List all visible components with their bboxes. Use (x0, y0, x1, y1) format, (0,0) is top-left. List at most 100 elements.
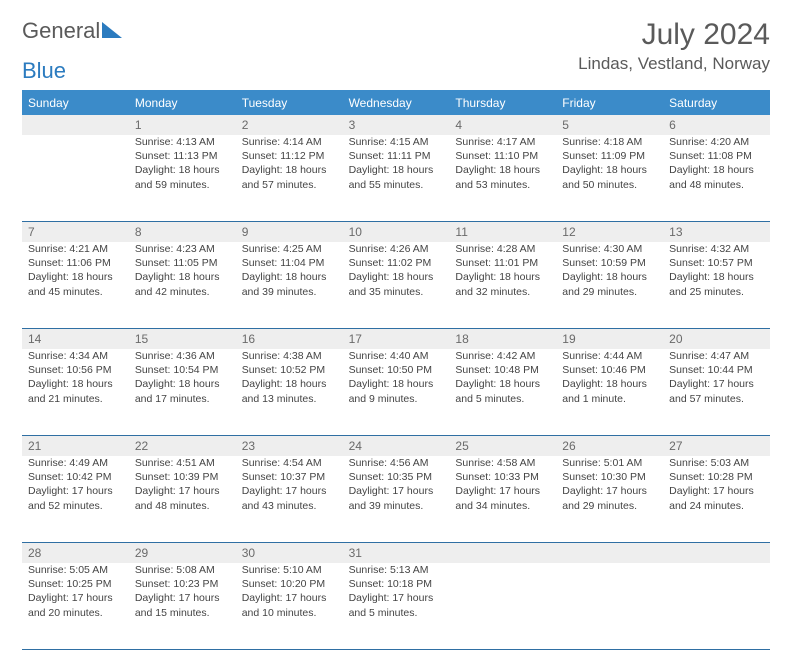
daylight-line: Daylight: 17 hours and 43 minutes. (242, 484, 337, 512)
sunset-line: Sunset: 11:13 PM (135, 149, 230, 163)
daylight-line: Daylight: 18 hours and 1 minute. (562, 377, 657, 405)
sunrise-line: Sunrise: 4:42 AM (455, 349, 550, 363)
sunrise-line: Sunrise: 4:13 AM (135, 135, 230, 149)
daylight-line: Daylight: 17 hours and 57 minutes. (669, 377, 764, 405)
sunset-line: Sunset: 10:52 PM (242, 363, 337, 377)
empty-cell (556, 563, 663, 649)
week-row: Sunrise: 4:49 AMSunset: 10:42 PMDaylight… (22, 456, 770, 543)
day-number: 29 (129, 543, 236, 563)
day-cell: Sunrise: 5:13 AMSunset: 10:18 PMDaylight… (343, 563, 450, 649)
daynum-row: 123456 (22, 115, 770, 135)
sunrise-line: Sunrise: 4:23 AM (135, 242, 230, 256)
daynum-row: 14151617181920 (22, 329, 770, 349)
dow-row: SundayMondayTuesdayWednesdayThursdayFrid… (22, 92, 770, 115)
day-number: 23 (236, 436, 343, 456)
day-number: 6 (663, 115, 770, 135)
daylight-line: Daylight: 18 hours and 9 minutes. (349, 377, 444, 405)
sunset-line: Sunset: 10:50 PM (349, 363, 444, 377)
sunrise-line: Sunrise: 4:18 AM (562, 135, 657, 149)
day-number: 8 (129, 222, 236, 242)
daynum-row: 21222324252627 (22, 436, 770, 456)
empty-cell (22, 135, 129, 221)
day-number: 14 (22, 329, 129, 349)
daylight-line: Daylight: 17 hours and 5 minutes. (349, 591, 444, 619)
empty-cell (663, 563, 770, 649)
day-number: 3 (343, 115, 450, 135)
day-number: 4 (449, 115, 556, 135)
day-number: 16 (236, 329, 343, 349)
dow-label: Wednesday (343, 92, 450, 115)
logo-triangle-icon (102, 18, 122, 44)
sunset-line: Sunset: 10:30 PM (562, 470, 657, 484)
day-cell: Sunrise: 5:05 AMSunset: 10:25 PMDaylight… (22, 563, 129, 649)
day-cell: Sunrise: 4:40 AMSunset: 10:50 PMDaylight… (343, 349, 450, 435)
sunrise-line: Sunrise: 4:21 AM (28, 242, 123, 256)
sunset-line: Sunset: 11:08 PM (669, 149, 764, 163)
dow-label: Sunday (22, 92, 129, 115)
sunrise-line: Sunrise: 4:17 AM (455, 135, 550, 149)
day-number: 26 (556, 436, 663, 456)
sunrise-line: Sunrise: 4:30 AM (562, 242, 657, 256)
day-number: 9 (236, 222, 343, 242)
daylight-line: Daylight: 18 hours and 59 minutes. (135, 163, 230, 191)
dow-label: Saturday (663, 92, 770, 115)
daylight-line: Daylight: 18 hours and 17 minutes. (135, 377, 230, 405)
day-cell: Sunrise: 4:49 AMSunset: 10:42 PMDaylight… (22, 456, 129, 542)
sunset-line: Sunset: 10:42 PM (28, 470, 123, 484)
daylight-line: Daylight: 18 hours and 25 minutes. (669, 270, 764, 298)
daynum-row: 78910111213 (22, 222, 770, 242)
day-cell: Sunrise: 4:17 AMSunset: 11:10 PMDaylight… (449, 135, 556, 221)
day-cell: Sunrise: 4:26 AMSunset: 11:02 PMDaylight… (343, 242, 450, 328)
day-cell: Sunrise: 4:15 AMSunset: 11:11 PMDaylight… (343, 135, 450, 221)
daylight-line: Daylight: 18 hours and 29 minutes. (562, 270, 657, 298)
sunrise-line: Sunrise: 5:01 AM (562, 456, 657, 470)
sunrise-line: Sunrise: 5:08 AM (135, 563, 230, 577)
sunset-line: Sunset: 11:06 PM (28, 256, 123, 270)
daylight-line: Daylight: 17 hours and 29 minutes. (562, 484, 657, 512)
day-number: 7 (22, 222, 129, 242)
daylight-line: Daylight: 17 hours and 52 minutes. (28, 484, 123, 512)
day-cell: Sunrise: 4:56 AMSunset: 10:35 PMDaylight… (343, 456, 450, 542)
sunset-line: Sunset: 10:57 PM (669, 256, 764, 270)
day-cell: Sunrise: 5:08 AMSunset: 10:23 PMDaylight… (129, 563, 236, 649)
day-cell: Sunrise: 4:28 AMSunset: 11:01 PMDaylight… (449, 242, 556, 328)
sunrise-line: Sunrise: 4:56 AM (349, 456, 444, 470)
week-row: Sunrise: 5:05 AMSunset: 10:25 PMDaylight… (22, 563, 770, 650)
logo: General (22, 18, 124, 44)
day-number: 17 (343, 329, 450, 349)
dow-label: Monday (129, 92, 236, 115)
day-cell: Sunrise: 4:13 AMSunset: 11:13 PMDaylight… (129, 135, 236, 221)
daylight-line: Daylight: 18 hours and 5 minutes. (455, 377, 550, 405)
sunrise-line: Sunrise: 4:20 AM (669, 135, 764, 149)
day-number: 15 (129, 329, 236, 349)
sunrise-line: Sunrise: 4:49 AM (28, 456, 123, 470)
day-number: 31 (343, 543, 450, 563)
calendar: SundayMondayTuesdayWednesdayThursdayFrid… (22, 90, 770, 650)
sunrise-line: Sunrise: 4:14 AM (242, 135, 337, 149)
day-cell: Sunrise: 4:21 AMSunset: 11:06 PMDaylight… (22, 242, 129, 328)
day-cell: Sunrise: 4:51 AMSunset: 10:39 PMDaylight… (129, 456, 236, 542)
empty-cell (449, 563, 556, 649)
day-number: 18 (449, 329, 556, 349)
sunrise-line: Sunrise: 5:10 AM (242, 563, 337, 577)
sunset-line: Sunset: 10:20 PM (242, 577, 337, 591)
day-number: 13 (663, 222, 770, 242)
daylight-line: Daylight: 17 hours and 20 minutes. (28, 591, 123, 619)
daylight-line: Daylight: 18 hours and 21 minutes. (28, 377, 123, 405)
sunrise-line: Sunrise: 4:15 AM (349, 135, 444, 149)
sunset-line: Sunset: 11:01 PM (455, 256, 550, 270)
sunrise-line: Sunrise: 5:05 AM (28, 563, 123, 577)
day-number (663, 543, 770, 563)
day-number: 28 (22, 543, 129, 563)
sunset-line: Sunset: 10:46 PM (562, 363, 657, 377)
sunrise-line: Sunrise: 4:51 AM (135, 456, 230, 470)
daylight-line: Daylight: 18 hours and 39 minutes. (242, 270, 337, 298)
sunset-line: Sunset: 10:18 PM (349, 577, 444, 591)
day-number: 11 (449, 222, 556, 242)
sunset-line: Sunset: 10:23 PM (135, 577, 230, 591)
day-cell: Sunrise: 5:03 AMSunset: 10:28 PMDaylight… (663, 456, 770, 542)
day-cell: Sunrise: 5:01 AMSunset: 10:30 PMDaylight… (556, 456, 663, 542)
day-cell: Sunrise: 4:58 AMSunset: 10:33 PMDaylight… (449, 456, 556, 542)
daylight-line: Daylight: 18 hours and 13 minutes. (242, 377, 337, 405)
week-row: Sunrise: 4:21 AMSunset: 11:06 PM Daylight… (22, 242, 770, 329)
